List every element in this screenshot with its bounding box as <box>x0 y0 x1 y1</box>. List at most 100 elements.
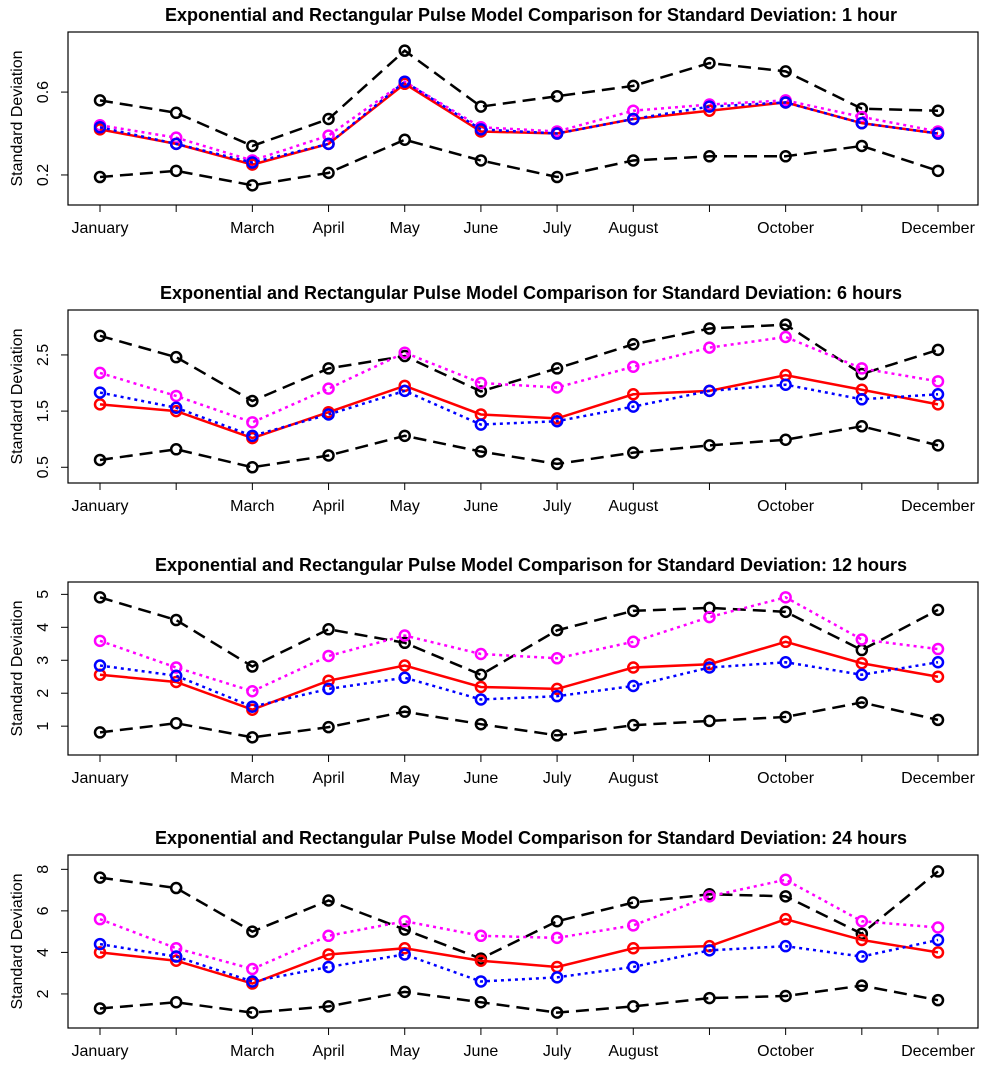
data-point <box>246 416 259 429</box>
data-point <box>93 1002 107 1015</box>
data-point <box>398 923 411 936</box>
data-point <box>322 682 335 696</box>
data-point <box>398 915 411 928</box>
data-point <box>550 971 564 984</box>
data-point <box>322 960 335 974</box>
data-point <box>855 633 869 646</box>
data-point <box>855 393 869 406</box>
x-tick-label: October <box>757 220 815 237</box>
data-point <box>703 661 716 674</box>
y-tick-label: 2.5 <box>35 344 52 366</box>
series-line <box>99 424 939 469</box>
data-point <box>550 652 564 665</box>
data-point <box>474 376 488 390</box>
x-tick-label: July <box>543 220 571 237</box>
data-point <box>474 975 488 988</box>
data-point <box>474 717 488 731</box>
y-tick-label: 0.6 <box>35 81 52 103</box>
series-line <box>99 984 939 1014</box>
data-point <box>703 322 716 335</box>
data-point <box>550 381 564 394</box>
data-point <box>93 912 107 926</box>
data-point <box>627 661 640 674</box>
data-point <box>779 433 792 446</box>
data-point <box>627 718 640 732</box>
x-tick-label: March <box>230 1043 274 1060</box>
data-point <box>93 591 107 604</box>
data-point <box>779 318 792 331</box>
data-point <box>474 647 488 661</box>
data-point <box>931 921 945 934</box>
x-tick-label: April <box>313 498 345 515</box>
data-point <box>550 362 564 375</box>
data-point <box>703 890 716 903</box>
data-point <box>169 389 183 403</box>
data-point <box>398 133 411 146</box>
data-point <box>550 457 564 471</box>
data-point <box>627 1000 640 1013</box>
data-point <box>779 378 792 391</box>
x-tick-label: April <box>313 770 345 787</box>
data-point <box>169 443 183 456</box>
x-tick-label: March <box>230 220 274 237</box>
data-point <box>779 150 792 163</box>
data-point <box>627 112 640 126</box>
series-line <box>99 917 939 985</box>
data-point <box>550 682 564 696</box>
x-tick-label: October <box>757 498 815 515</box>
data-point <box>627 154 640 167</box>
data-point <box>169 350 183 364</box>
series-line <box>99 596 939 677</box>
x-tick-label: January <box>72 220 129 237</box>
chart-title: Exponential and Rectangular Pulse Model … <box>165 5 897 25</box>
data-point <box>703 714 716 728</box>
data-point <box>474 418 488 431</box>
x-tick-label: March <box>230 770 274 787</box>
chart-title: Exponential and Rectangular Pulse Model … <box>155 828 907 848</box>
x-tick-label: June <box>464 770 499 787</box>
data-point <box>931 655 945 669</box>
data-point <box>322 129 335 142</box>
x-tick-label: March <box>230 498 274 515</box>
data-point <box>93 659 107 672</box>
data-point <box>246 925 259 938</box>
data-point <box>627 79 640 93</box>
y-axis-label: Standard Deviation <box>9 50 26 186</box>
x-tick-label: April <box>313 1043 345 1060</box>
data-point <box>779 605 792 619</box>
series-line <box>99 373 939 440</box>
x-tick-label: August <box>608 1043 658 1060</box>
data-point <box>931 642 945 656</box>
data-point <box>246 975 259 988</box>
data-point <box>93 634 107 648</box>
data-point <box>322 137 335 151</box>
data-point <box>779 873 792 886</box>
x-tick-label: April <box>313 220 345 237</box>
data-point <box>93 398 107 411</box>
series-line <box>99 49 939 148</box>
series-line <box>99 878 939 971</box>
data-point <box>550 689 564 703</box>
data-point <box>474 385 488 398</box>
x-tick-label: December <box>901 498 975 515</box>
data-point <box>169 613 183 627</box>
data-point <box>398 705 411 718</box>
data-point <box>398 384 411 398</box>
data-point <box>855 643 869 657</box>
data-point <box>169 950 183 963</box>
x-tick-label: August <box>608 220 658 237</box>
data-point <box>322 362 335 375</box>
y-tick-label: 5 <box>35 590 52 599</box>
data-point <box>550 89 564 103</box>
data-point <box>246 394 259 408</box>
data-point <box>855 102 869 115</box>
data-point <box>322 382 335 395</box>
data-point <box>169 995 183 1009</box>
data-point <box>93 329 107 343</box>
series-line <box>99 383 939 438</box>
x-tick-label: July <box>543 1043 571 1060</box>
data-point <box>855 116 869 130</box>
data-point <box>703 100 716 113</box>
x-tick-label: January <box>72 1043 129 1060</box>
data-point <box>246 179 259 192</box>
